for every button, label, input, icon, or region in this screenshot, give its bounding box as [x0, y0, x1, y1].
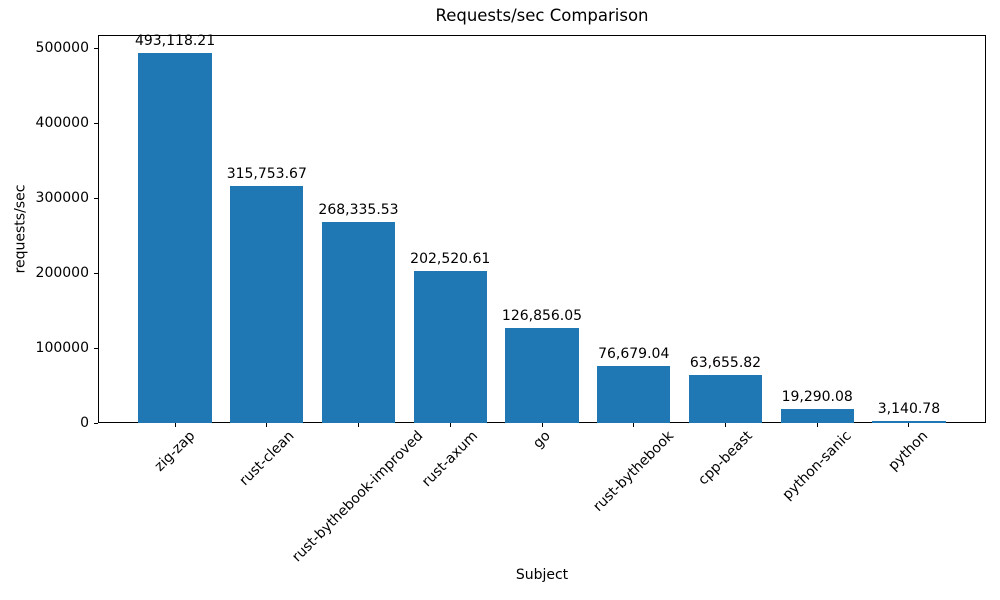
y-tick-mark	[94, 197, 98, 199]
y-tick-label: 100000	[35, 339, 89, 356]
x-tick-mark	[174, 423, 176, 427]
x-tick-mark	[541, 423, 543, 427]
x-tick-mark	[449, 423, 451, 427]
bar-cpp-beast	[688, 375, 763, 423]
bar-value-label: 19,290.08	[781, 388, 853, 405]
bar-go	[505, 327, 579, 423]
bar-value-label: 126,856.05	[501, 307, 583, 324]
y-tick-mark	[94, 422, 98, 424]
x-tick-mark	[358, 423, 360, 427]
bar-value-label: 268,335.53	[318, 201, 399, 218]
y-tick-mark	[94, 122, 98, 124]
x-tick-mark	[908, 423, 910, 427]
y-tick-label: 300000	[35, 189, 89, 206]
y-tick-mark	[94, 47, 98, 49]
y-tick-mark	[94, 347, 98, 349]
bar-value-label: 3,140.78	[877, 400, 941, 417]
x-tick-label: python	[885, 428, 932, 474]
y-tick-mark	[94, 272, 98, 274]
bar-value-label: 493,118.21	[134, 33, 216, 50]
bar-value-label: 76,679.04	[598, 345, 670, 362]
x-tick-label: cpp-beast	[695, 428, 756, 489]
x-tick-mark	[816, 423, 818, 427]
bar-value-label: 315,753.67	[226, 166, 307, 183]
x-tick-label: rust-bythebook	[589, 428, 677, 515]
bar-rust-axum	[413, 271, 487, 423]
x-tick-label: zig-zap	[151, 428, 199, 475]
bar-zig-zap	[138, 53, 212, 423]
bar-python	[872, 420, 946, 423]
y-tick-label: 400000	[35, 114, 89, 131]
y-tick-label: 500000	[35, 39, 89, 56]
x-tick-label: rust-axum	[418, 428, 481, 491]
x-tick-label: rust-clean	[236, 428, 297, 489]
bar-rust-bythebook	[597, 365, 671, 423]
y-tick-label: 200000	[35, 264, 89, 281]
bar-python-sanic	[780, 408, 854, 423]
x-tick-label: python-sanic	[779, 428, 855, 504]
bar-rust-clean	[230, 186, 304, 423]
x-tick-mark	[724, 423, 726, 427]
x-tick-label: go	[530, 428, 554, 452]
bar-rust-bythebook-improved	[321, 221, 396, 423]
y-tick-label: 0	[80, 414, 89, 431]
bar-value-label: 202,520.61	[410, 251, 491, 268]
chart-title: Requests/sec Comparison	[435, 6, 649, 25]
bar-value-label: 63,655.82	[689, 355, 762, 372]
x-tick-label: rust-bythebook-improved	[289, 428, 427, 566]
x-axis-label: Subject	[515, 567, 569, 583]
x-tick-mark	[266, 423, 268, 427]
x-tick-mark	[633, 423, 635, 427]
